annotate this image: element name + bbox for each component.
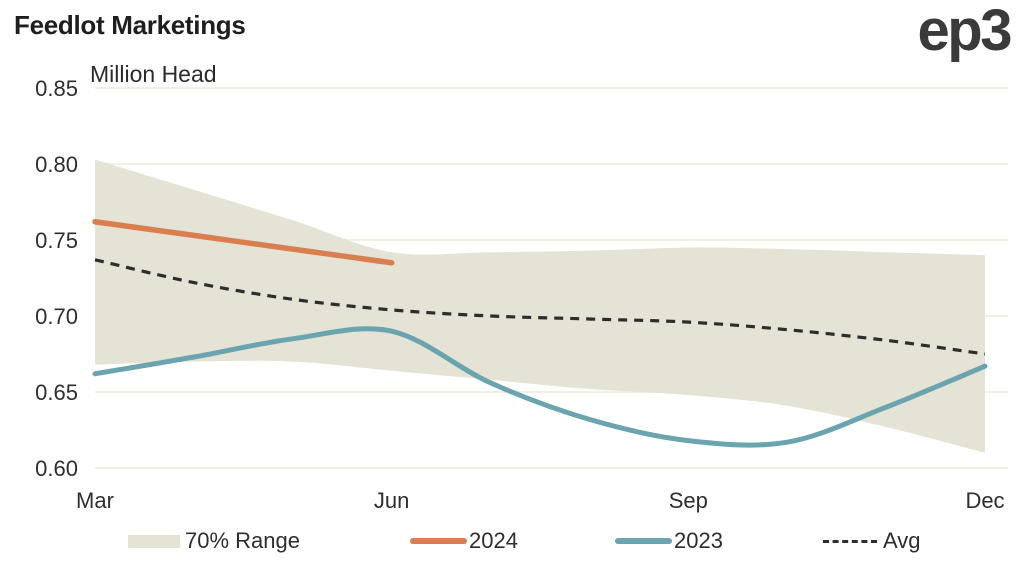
legend-item-avg: Avg	[823, 527, 921, 555]
line-avg	[94, 258, 986, 356]
line-2024-swatch	[410, 538, 467, 544]
line-2023	[92, 326, 988, 448]
x-tick-label: Dec	[965, 488, 1004, 513]
legend-item-70pct-range: 70% Range	[128, 527, 300, 555]
x-tick-label: Jun	[374, 488, 409, 513]
y-tick-label: 0.80	[35, 152, 78, 177]
y-tick-label: 0.70	[35, 304, 78, 329]
legend-label: 70% Range	[185, 528, 300, 553]
chart-legend: 70% Range 2024 2023 Avg	[0, 527, 1024, 555]
legend-item-2024: 2024	[410, 527, 518, 555]
chart-plot-area: 0.60 0.65 0.70 0.75 0.80 0.85 Mar Jun Sep Dec	[35, 76, 1008, 513]
x-tick-label: Mar	[76, 488, 114, 513]
y-tick-label: 0.60	[35, 456, 78, 481]
y-tick-label: 0.85	[35, 76, 78, 101]
y-tick-label: 0.75	[35, 228, 78, 253]
legend-label: 2023	[674, 528, 723, 553]
avg-dash-swatch	[823, 539, 877, 543]
page-title: Feedlot Marketings	[14, 10, 246, 40]
range-band-swatch	[128, 534, 180, 548]
line-2023-swatch	[615, 538, 672, 544]
legend-label: Avg	[883, 528, 921, 553]
legend-label: 2024	[469, 528, 518, 553]
y-tick-label: 0.65	[35, 380, 78, 405]
ep3-logo: ep3	[917, 0, 1013, 63]
legend-item-2023: 2023	[615, 527, 723, 555]
y-axis-unit-label: Million Head	[90, 61, 217, 87]
x-tick-label: Sep	[669, 488, 708, 513]
line-2024	[92, 219, 395, 266]
range-band-area	[95, 159, 985, 453]
